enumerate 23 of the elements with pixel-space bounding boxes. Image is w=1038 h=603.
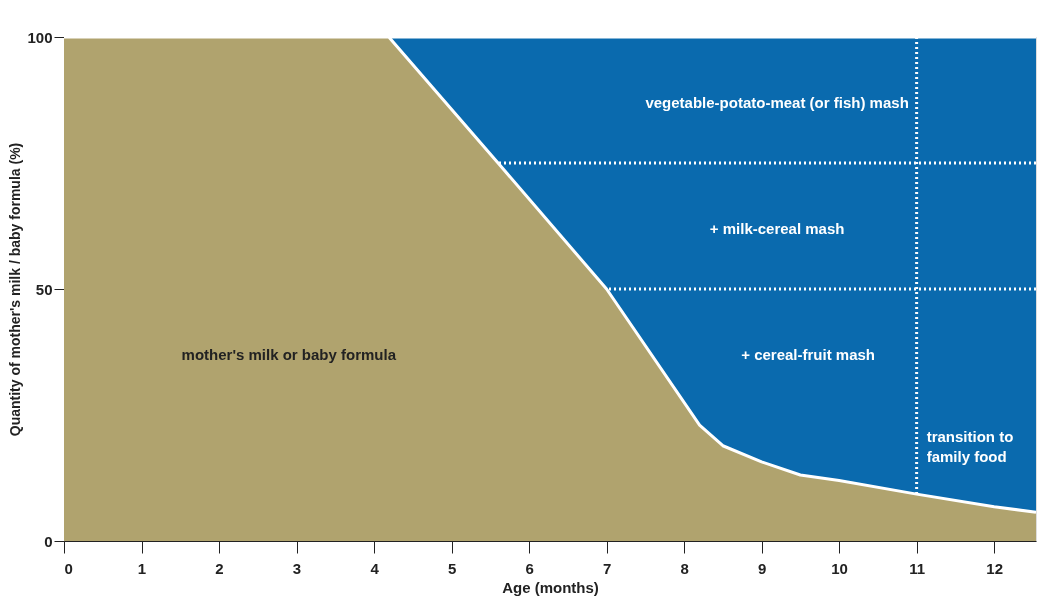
x-tick-label: 11 xyxy=(909,559,926,577)
annotation: + cereal-fruit mash xyxy=(741,345,876,363)
x-tick-label: 7 xyxy=(602,559,612,577)
x-tick-label: 6 xyxy=(525,559,534,577)
ref-line-label: transition to family food xyxy=(926,428,1014,465)
y-axis-title: Quantity of mother's milk / baby formula (%) xyxy=(7,142,24,437)
x-tick-label: 8 xyxy=(680,559,689,577)
annotation: vegetable-potato-meat (or fish) mash xyxy=(645,93,909,111)
x-tick-label: 12 xyxy=(986,559,1003,577)
y-tick-label: 50 xyxy=(35,280,53,298)
x-tick-label: 3 xyxy=(292,559,302,577)
x-tick-label: 1 xyxy=(137,559,147,577)
y-tick-label: 0 xyxy=(44,532,53,550)
x-tick-label: 0 xyxy=(64,559,73,577)
x-tick-label: 2 xyxy=(215,559,224,577)
x-tick-label: 4 xyxy=(370,559,380,577)
annotation: mother's milk or baby formula xyxy=(181,345,397,363)
y-tick-label: 100 xyxy=(27,28,53,46)
annotation: + milk-cereal mash xyxy=(709,219,845,237)
x-axis-title: Age (months) xyxy=(502,578,599,596)
x-tick-label: 10 xyxy=(831,559,848,577)
x-tick-label: 9 xyxy=(757,559,767,577)
x-tick-label: 5 xyxy=(447,559,457,577)
